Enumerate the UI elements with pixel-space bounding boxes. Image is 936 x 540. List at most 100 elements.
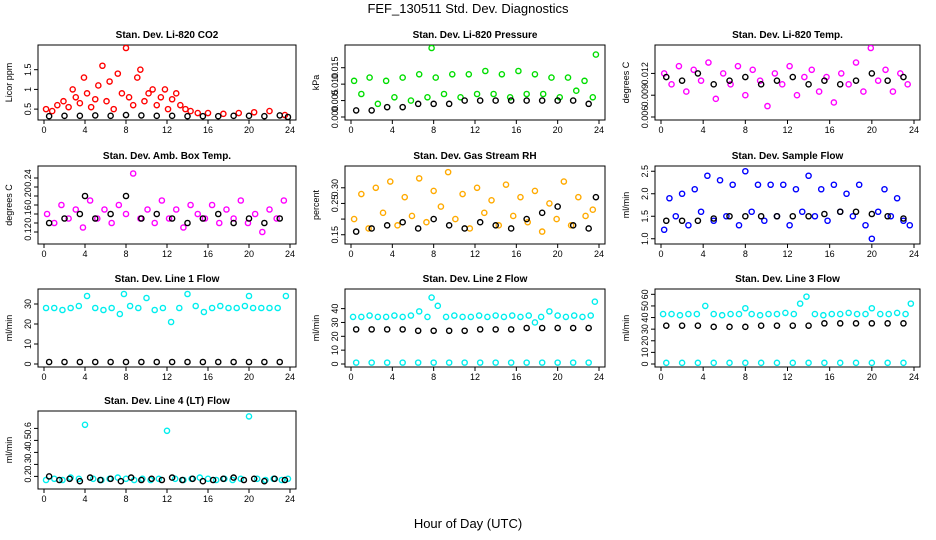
y-axis-label: ml/min (311, 315, 321, 342)
data-point (845, 309, 852, 317)
data-point (592, 51, 600, 58)
x-tick-label: 4 (82, 494, 87, 504)
y-tick-label: 0.000 (330, 106, 340, 129)
x-tick-label: 0 (41, 372, 46, 382)
data-point (245, 215, 253, 222)
data-point (274, 304, 282, 312)
data-point (868, 359, 876, 367)
data-point (241, 302, 249, 310)
data-point (710, 217, 718, 225)
x-tick-label: 16 (203, 372, 213, 382)
data-point (538, 209, 546, 217)
x-tick-label: 12 (162, 494, 172, 504)
panel-4: Stan. Dev. Amb. Box Temp. degrees C 0 4 8 12 1… (4, 151, 297, 259)
data-point (779, 181, 787, 189)
data-point (208, 304, 216, 312)
data-point (383, 326, 391, 333)
data-point (440, 90, 448, 98)
data-point (517, 313, 524, 321)
data-point (836, 310, 844, 318)
data-point (103, 97, 110, 105)
y-tick-label: 1.0 (640, 232, 650, 245)
data-point (685, 310, 692, 318)
data-point (48, 107, 56, 115)
data-point (273, 215, 280, 222)
data-point (368, 326, 375, 333)
x-tick-label: 16 (511, 249, 521, 259)
panel-3: Stan. Dev. Li-820 Temp. degrees C 0 4 8 12 16 2… (621, 30, 921, 135)
data-point (523, 97, 530, 104)
data-point (572, 87, 580, 95)
y-tick-label: 0.012 (640, 62, 650, 85)
data-point (352, 228, 360, 235)
data-point (473, 90, 481, 98)
data-point (428, 45, 435, 52)
y-tick-label: 40 (330, 304, 340, 314)
data-point (906, 221, 914, 229)
data-point (876, 310, 884, 318)
data-point (237, 475, 245, 483)
data-point (209, 476, 217, 484)
data-point (50, 475, 58, 483)
data-point (662, 217, 670, 225)
data-point (884, 77, 891, 84)
data-point (853, 310, 861, 318)
data-point (423, 218, 430, 226)
x-tick-label: 4 (390, 125, 395, 135)
data-point (668, 81, 675, 88)
data-point (712, 95, 720, 103)
data-point (716, 176, 724, 184)
data-point (391, 312, 398, 319)
data-point (723, 212, 730, 220)
y-tick-label: 0 (330, 361, 340, 366)
y-tick-label: 0.25 (330, 195, 340, 213)
data-point (843, 190, 850, 198)
data-point (773, 322, 781, 329)
data-point (508, 312, 516, 319)
data-point (480, 209, 488, 217)
y-tick-label: 0.16 (23, 205, 33, 223)
panel-6: Stan. Dev. Sample Flow ml/min 0 4 8 12 16 20 24 1… (621, 151, 921, 259)
data-point (368, 107, 375, 114)
data-point (407, 312, 415, 319)
data-point (415, 308, 423, 315)
x-tick-label: 24 (909, 372, 919, 382)
data-point (245, 358, 253, 366)
data-point (95, 82, 102, 89)
data-point (374, 313, 382, 321)
data-point (789, 359, 797, 367)
data-point (761, 217, 768, 225)
data-point (553, 215, 560, 223)
data-point (523, 215, 530, 223)
data-point (585, 225, 592, 232)
data-point (811, 310, 819, 318)
data-point (430, 100, 437, 108)
data-point (868, 320, 876, 327)
y-tick-label: 1.5 (23, 63, 33, 76)
x-tick-label: 20 (553, 125, 563, 135)
data-point (579, 313, 586, 321)
panel-8: Stan. Dev. Line 2 Flow ml/min 0 4 8 12 16 20 24 0… (311, 274, 606, 382)
y-tick-label: 0.2 (23, 470, 33, 483)
data-point (158, 197, 166, 204)
x-tick-label: 12 (782, 125, 792, 135)
data-point (155, 475, 163, 483)
series-black (45, 192, 284, 227)
y-tick-label: 2.0 (640, 187, 650, 200)
data-point (836, 208, 844, 216)
data-point (199, 112, 207, 120)
data-point (276, 215, 284, 222)
x-tick-label: 8 (431, 249, 436, 259)
y-axis-label: ml/min (621, 315, 631, 342)
series-cyan (42, 290, 290, 326)
data-point (415, 175, 423, 182)
data-point (358, 313, 365, 321)
y-tick-label: 30 (640, 324, 650, 334)
data-point (531, 187, 539, 195)
data-point (662, 359, 670, 367)
data-point (230, 474, 237, 481)
x-tick-label: 4 (390, 372, 395, 382)
plot-frame (37, 44, 297, 121)
data-point (368, 225, 375, 232)
data-point (836, 81, 844, 88)
